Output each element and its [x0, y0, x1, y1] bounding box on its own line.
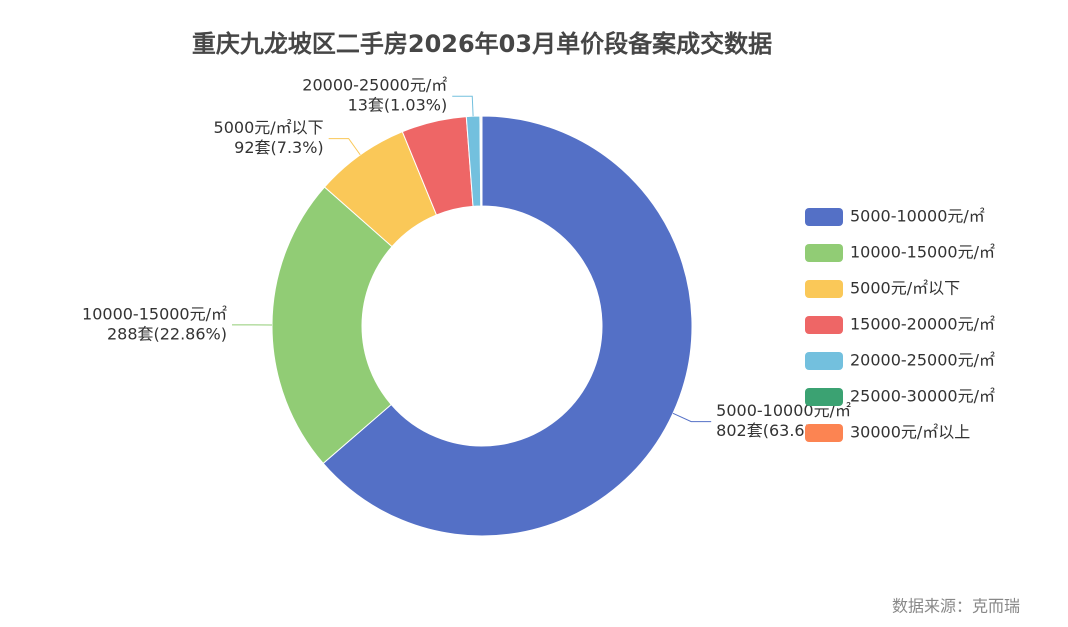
legend-swatch — [805, 280, 843, 298]
legend-swatch — [805, 244, 843, 262]
source: 数据来源：克而瑞 — [892, 597, 1020, 616]
legend-swatch — [805, 424, 843, 442]
slice — [271, 186, 393, 465]
legend-swatch — [805, 352, 843, 370]
value-label: 13套(1.03%) — [348, 96, 448, 115]
legend-label: 20000-25000元/㎡ — [850, 351, 995, 370]
value-label: 92套(7.3%) — [234, 138, 324, 157]
legend-label: 15000-20000元/㎡ — [850, 315, 995, 334]
chart-title: 重庆九龙坡区二手房2026年03月单价段备案成交数据 — [192, 30, 772, 58]
legend-label: 5000-10000元/㎡ — [850, 207, 985, 226]
slice — [480, 115, 483, 207]
slice-label: 5000元/㎡以下 — [214, 118, 324, 137]
legend-label: 25000-30000元/㎡ — [850, 387, 995, 406]
slice-label: 20000-25000元/㎡ — [302, 76, 447, 95]
legend-swatch — [805, 316, 843, 334]
legend-swatch — [805, 208, 843, 226]
legend-label: 30000元/㎡以上 — [850, 423, 970, 442]
leader-line — [328, 138, 361, 156]
leader-line — [672, 412, 712, 423]
leader-line — [452, 95, 474, 117]
legend-label: 10000-15000元/㎡ — [850, 243, 995, 262]
slice — [322, 115, 693, 537]
legend-swatch — [805, 388, 843, 406]
value-label: 288套(22.86%) — [107, 324, 227, 343]
legend-label: 5000元/㎡以下 — [850, 279, 960, 298]
slice-label: 10000-15000元/㎡ — [82, 304, 227, 323]
